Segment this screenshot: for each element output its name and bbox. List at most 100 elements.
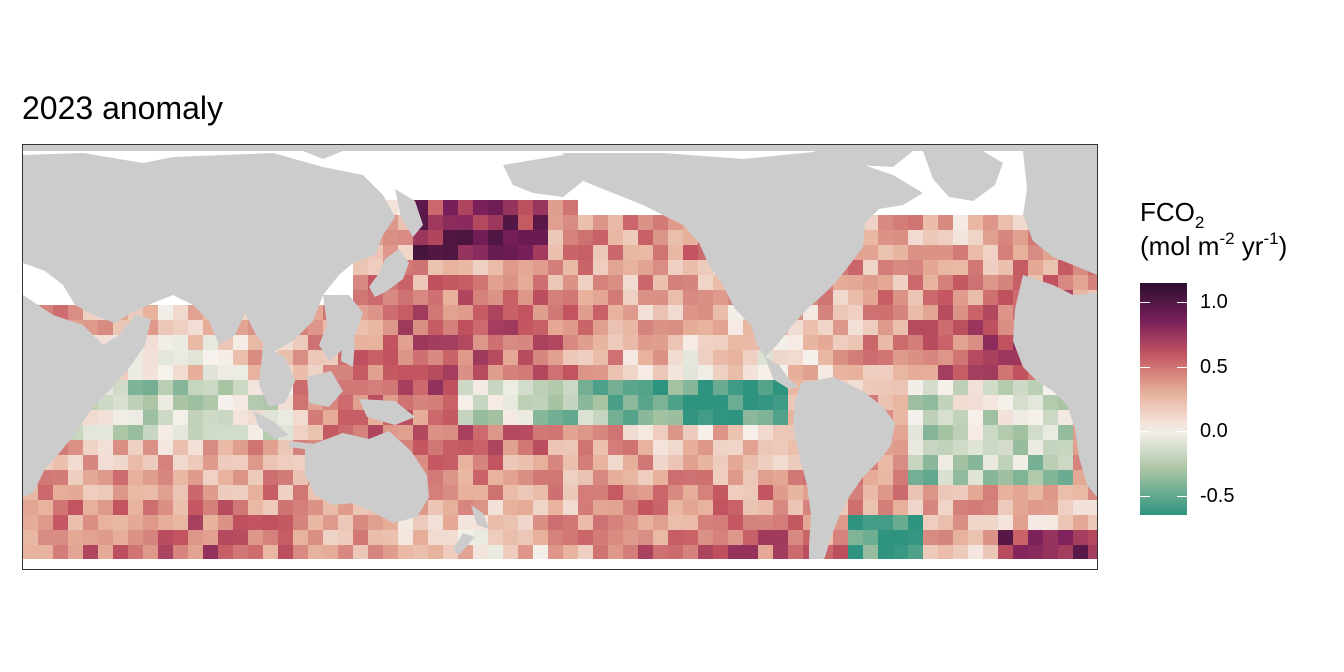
anomaly-cell: [863, 320, 878, 335]
land-africa-east: [1013, 275, 1097, 497]
anomaly-cell: [143, 485, 158, 500]
anomaly-cell: [908, 350, 923, 365]
anomaly-cell: [743, 350, 758, 365]
anomaly-cell: [533, 365, 548, 380]
anomaly-cell: [113, 500, 128, 515]
anomaly-cell: [1073, 530, 1088, 545]
anomaly-cell: [593, 500, 608, 515]
anomaly-cell: [203, 500, 218, 515]
anomaly-cell: [518, 230, 533, 245]
anomaly-cell: [698, 470, 713, 485]
anomaly-cell: [1028, 425, 1043, 440]
anomaly-cell: [278, 455, 293, 470]
anomaly-cell: [623, 500, 638, 515]
anomaly-cell: [23, 545, 38, 560]
anomaly-cell: [668, 380, 683, 395]
anomaly-cell: [383, 530, 398, 545]
anomaly-cell: [563, 530, 578, 545]
anomaly-cell: [833, 545, 848, 560]
anomaly-cell: [428, 455, 443, 470]
anomaly-cell: [113, 455, 128, 470]
anomaly-cell: [488, 380, 503, 395]
anomaly-cell: [1013, 380, 1028, 395]
anomaly-cell: [353, 290, 368, 305]
anomaly-cell: [128, 500, 143, 515]
anomaly-cell: [983, 365, 998, 380]
anomaly-cell: [863, 260, 878, 275]
anomaly-cell: [968, 515, 983, 530]
anomaly-cell: [878, 455, 893, 470]
anomaly-cell: [758, 440, 773, 455]
anomaly-cell: [878, 350, 893, 365]
anomaly-cell: [443, 335, 458, 350]
anomaly-cell: [788, 485, 803, 500]
anomaly-cell: [968, 440, 983, 455]
anomaly-cell: [698, 365, 713, 380]
anomaly-cell: [23, 530, 38, 545]
anomaly-cell: [1058, 485, 1073, 500]
anomaly-cell: [143, 455, 158, 470]
anomaly-cell: [578, 215, 593, 230]
anomaly-cell: [83, 470, 98, 485]
anomaly-cell: [368, 365, 383, 380]
anomaly-cell: [908, 365, 923, 380]
anomaly-cell: [563, 515, 578, 530]
anomaly-cell: [563, 290, 578, 305]
anomaly-cell: [623, 485, 638, 500]
anomaly-cell: [863, 530, 878, 545]
anomaly-cell: [713, 440, 728, 455]
anomaly-cell: [863, 350, 878, 365]
anomaly-cell: [293, 545, 308, 560]
anomaly-cell: [533, 530, 548, 545]
anomaly-cell: [908, 515, 923, 530]
anomaly-cell: [668, 545, 683, 560]
anomaly-cell: [953, 530, 968, 545]
anomaly-cell: [563, 350, 578, 365]
anomaly-cell: [1028, 260, 1043, 275]
anomaly-cell: [608, 290, 623, 305]
anomaly-cell: [653, 395, 668, 410]
anomaly-cell: [518, 350, 533, 365]
anomaly-cell: [578, 455, 593, 470]
anomaly-cell: [458, 245, 473, 260]
land-eurasia: [23, 145, 1097, 167]
anomaly-cell: [953, 500, 968, 515]
anomaly-cell: [203, 410, 218, 425]
anomaly-cell: [983, 485, 998, 500]
anomaly-cell: [893, 395, 908, 410]
anomaly-cell: [158, 335, 173, 350]
anomaly-cell: [1058, 545, 1073, 560]
anomaly-cell: [53, 485, 68, 500]
anomaly-cell: [608, 395, 623, 410]
anomaly-cell: [923, 335, 938, 350]
anomaly-cell: [608, 260, 623, 275]
anomaly-cell: [203, 335, 218, 350]
anomaly-cell: [668, 440, 683, 455]
anomaly-cell: [623, 410, 638, 425]
anomaly-cell: [908, 530, 923, 545]
anomaly-cell: [998, 335, 1013, 350]
anomaly-cell: [893, 455, 908, 470]
anomaly-cell: [113, 545, 128, 560]
anomaly-cell: [488, 290, 503, 305]
anomaly-cell: [863, 485, 878, 500]
anomaly-cell: [848, 260, 863, 275]
anomaly-cell: [1028, 455, 1043, 470]
anomaly-cell: [608, 425, 623, 440]
anomaly-cell: [473, 470, 488, 485]
anomaly-cell: [998, 500, 1013, 515]
anomaly-cell: [278, 485, 293, 500]
anomaly-cell: [653, 290, 668, 305]
anomaly-cell: [1028, 470, 1043, 485]
anomaly-cell: [188, 470, 203, 485]
anomaly-cell: [968, 380, 983, 395]
anomaly-cell: [938, 320, 953, 335]
anomaly-cell: [98, 530, 113, 545]
anomaly-cell: [698, 320, 713, 335]
anomaly-cell: [998, 485, 1013, 500]
anomaly-cell: [443, 410, 458, 425]
anomaly-cell: [518, 545, 533, 560]
anomaly-cell: [578, 440, 593, 455]
anomaly-cell: [188, 545, 203, 560]
anomaly-cell: [968, 335, 983, 350]
